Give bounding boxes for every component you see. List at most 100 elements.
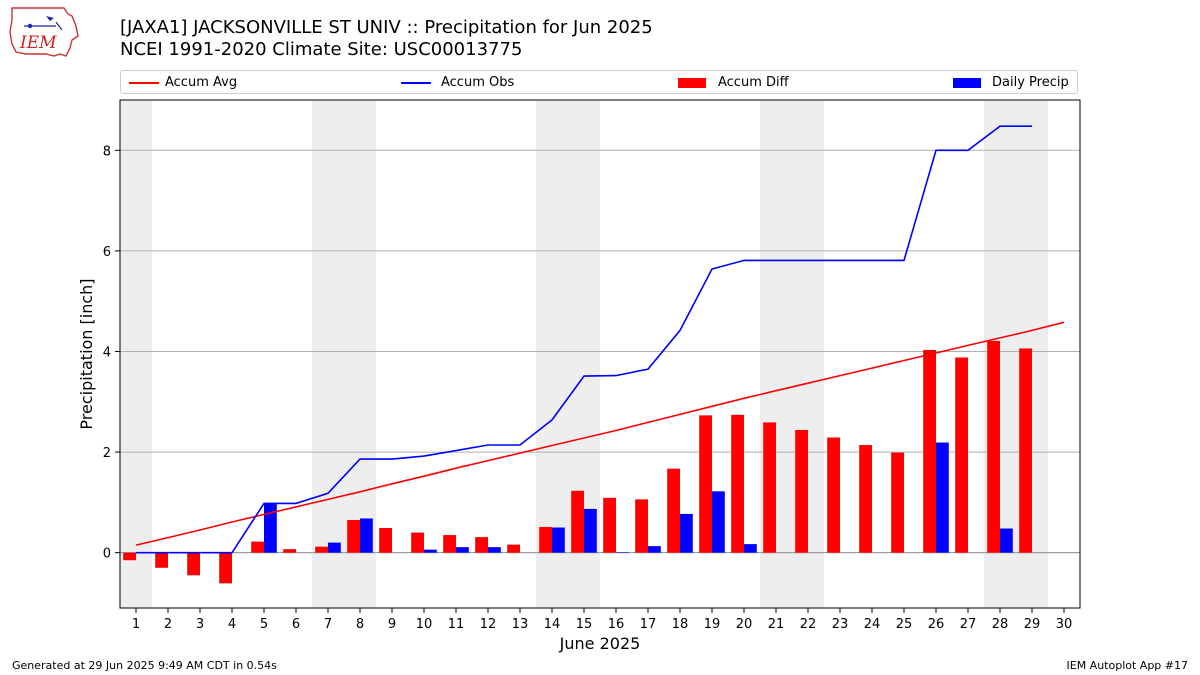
- chart-title: [JAXA1] JACKSONVILLE ST UNIV :: Precipit…: [120, 17, 653, 61]
- legend-item-accum-avg: Accum Avg: [125, 74, 325, 92]
- x-tick-label-3: 3: [196, 617, 204, 632]
- accum-diff-bar-day-26: [923, 349, 936, 553]
- y-tick-label-0: 0: [103, 547, 111, 562]
- x-axis-label: June 2025: [559, 634, 641, 653]
- y-axis-ticks: 0 2 4 6 8: [103, 144, 120, 562]
- accum-diff-bar-day-15: [571, 490, 584, 553]
- accum-diff-bar-day-12: [475, 537, 488, 553]
- accum-diff-bar-day-17: [635, 499, 648, 553]
- accum-diff-bar-day-8: [347, 519, 360, 553]
- x-tick-label-18: 18: [672, 617, 689, 632]
- x-tick-label-4: 4: [228, 617, 236, 632]
- iem-logo: IEM: [6, 4, 82, 60]
- accum-diff-bar-day-24: [859, 445, 872, 553]
- chart-legend: Accum Avg Accum Obs Accum Diff Daily Pre…: [120, 70, 1078, 94]
- accum-diff-bar-day-6: [283, 549, 296, 553]
- daily-precip-bar-day-5: [264, 503, 277, 553]
- accum-diff-bar-day-10: [411, 532, 424, 553]
- daily-precip-bar-day-16: [616, 552, 629, 553]
- x-tick-label-10: 10: [416, 617, 433, 632]
- daily-precip-bar-day-17: [648, 546, 661, 553]
- x-tick-label-8: 8: [356, 617, 364, 632]
- x-tick-label-23: 23: [832, 617, 849, 632]
- x-tick-label-26: 26: [928, 617, 945, 632]
- daily-precip-bar-day-18: [680, 513, 693, 553]
- title-line-1: [JAXA1] JACKSONVILLE ST UNIV :: Precipit…: [120, 17, 653, 38]
- weekend-shade-day-1: [120, 100, 152, 608]
- y-tick-label-8: 8: [103, 144, 111, 159]
- x-tick-label-9: 9: [388, 617, 396, 632]
- accum-diff-bar-day-19: [699, 415, 712, 553]
- x-tick-label-30: 30: [1056, 617, 1073, 632]
- plot-frame: [119, 99, 1081, 609]
- legend-item-accum-obs: Accum Obs: [401, 74, 601, 92]
- daily-precip-bar-day-8: [360, 518, 373, 553]
- x-tick-label-11: 11: [448, 617, 465, 632]
- x-tick-label-21: 21: [768, 617, 785, 632]
- title-line-2: NCEI 1991-2020 Climate Site: USC00013775: [120, 39, 523, 60]
- accum-diff-bar-day-11: [443, 535, 456, 553]
- generated-timestamp: Generated at 29 Jun 2025 9:49 AM CDT in …: [12, 659, 277, 672]
- y-tick-label-2: 2: [103, 446, 111, 461]
- accum-diff-bar-day-9: [379, 528, 392, 553]
- accum-diff-bar-day-13: [507, 544, 520, 553]
- weekend-shade-day-7: [312, 100, 344, 608]
- legend-item-accum-diff: Accum Diff: [678, 74, 878, 92]
- legend-swatch-accum-diff: [678, 78, 706, 88]
- accum-diff-bar-day-7: [315, 546, 328, 553]
- accum-diff-bar-day-18: [667, 468, 680, 553]
- y-axis-label: Precipitation [inch]: [77, 278, 96, 429]
- accum-diff-bar-day-5: [251, 541, 264, 553]
- legend-item-daily-precip: Daily Precip: [953, 74, 1075, 92]
- accum-diff-bar-day-2: [155, 552, 168, 568]
- accum-diff-bar-day-1: [123, 552, 136, 561]
- y-tick-label-6: 6: [103, 245, 111, 260]
- y-tick-label-4: 4: [103, 345, 111, 360]
- x-tick-label-7: 7: [324, 617, 332, 632]
- accum-diff-bar-day-22: [795, 429, 808, 553]
- accum-diff-bar-day-3: [187, 552, 200, 576]
- daily-precip-bar-day-26: [936, 442, 949, 553]
- legend-label-accum-obs: Accum Obs: [441, 75, 515, 90]
- accum-diff-bar-day-20: [731, 414, 744, 553]
- accum-diff-bar-day-23: [827, 437, 840, 553]
- accum-diff-bar-day-14: [539, 527, 552, 553]
- x-tick-label-29: 29: [1024, 617, 1041, 632]
- legend-label-accum-avg: Accum Avg: [165, 75, 238, 90]
- x-tick-label-6: 6: [292, 617, 300, 632]
- daily-precip-bar-day-10: [424, 549, 437, 553]
- iem-logo-graphic: IEM: [9, 7, 79, 57]
- x-tick-label-20: 20: [736, 617, 753, 632]
- daily-precip-bar-day-20: [744, 544, 757, 553]
- x-axis-ticks: 1 2 3 4 5 6 7 8 9 10 11 12 13 14 15 16 17 18 19 20 21 22 23 24 2…: [132, 608, 1072, 632]
- x-tick-label-2: 2: [164, 617, 172, 632]
- accum-diff-bar-day-25: [891, 452, 904, 553]
- accum-diff-bar-day-4: [219, 552, 232, 584]
- legend-label-accum-diff: Accum Diff: [718, 75, 789, 90]
- accum-diff-bar-day-29: [1019, 348, 1032, 553]
- accum-diff-bar-day-27: [955, 357, 968, 553]
- logo-text: IEM: [19, 33, 57, 53]
- accum-avg-line: [135, 321, 1065, 546]
- lines: [135, 125, 1065, 554]
- bars: [123, 340, 1032, 584]
- daily-precip-bar-day-14: [552, 527, 565, 553]
- legend-swatch-daily-precip: [953, 78, 981, 88]
- x-tick-label-14: 14: [544, 617, 561, 632]
- accum-obs-line: [136, 125, 1032, 554]
- x-tick-label-13: 13: [512, 617, 529, 632]
- x-tick-label-22: 22: [800, 617, 817, 632]
- x-tick-label-28: 28: [992, 617, 1009, 632]
- daily-precip-bar-day-7: [328, 542, 341, 553]
- x-tick-label-5: 5: [260, 617, 268, 632]
- x-tick-label-19: 19: [704, 617, 721, 632]
- x-tick-label-12: 12: [480, 617, 497, 632]
- legend-label-daily-precip: Daily Precip: [992, 75, 1069, 90]
- daily-precip-bar-day-12: [488, 547, 501, 553]
- accum-diff-bar-day-16: [603, 497, 616, 553]
- x-tick-label-1: 1: [132, 617, 140, 632]
- x-tick-label-25: 25: [896, 617, 913, 632]
- x-tick-label-16: 16: [608, 617, 625, 632]
- x-tick-label-15: 15: [576, 617, 593, 632]
